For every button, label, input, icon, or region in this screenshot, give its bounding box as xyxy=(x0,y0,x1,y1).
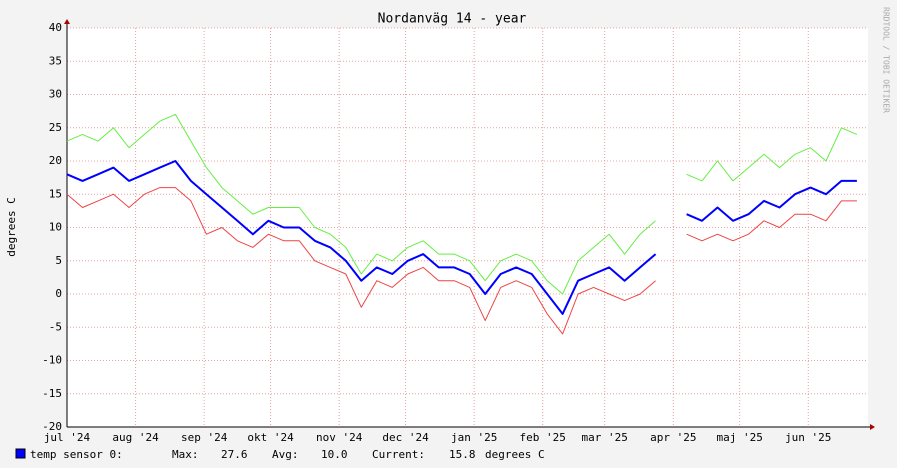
x-tick-label: maj '25 xyxy=(716,431,762,444)
chart-title: Nordanväg 14 - year xyxy=(378,12,527,27)
y-tick-label: 25 xyxy=(49,121,62,134)
y-tick-label: -5 xyxy=(49,320,62,333)
y-tick-label: 20 xyxy=(49,154,62,167)
legend-stat-value: 27.6 xyxy=(221,448,248,461)
watermark: RRDTOOL / TOBI OETIKER xyxy=(882,7,891,113)
y-tick-label: -15 xyxy=(42,387,62,400)
series-line xyxy=(66,160,857,315)
x-tick-label: apr '25 xyxy=(650,431,696,444)
x-tick-label: aug '24 xyxy=(112,431,159,444)
legend-stat-label: Avg: xyxy=(272,448,299,461)
legend-label: temp sensor 0: xyxy=(30,448,123,461)
y-tick-label: 5 xyxy=(55,254,62,267)
y-axis-label: degrees C xyxy=(5,197,18,257)
y-tick-label: 35 xyxy=(49,54,62,67)
x-tick-label: dec '24 xyxy=(382,431,429,444)
x-tick-label: feb '25 xyxy=(520,431,566,444)
x-tick-label: jan '25 xyxy=(451,431,497,444)
x-tick-label: sep '24 xyxy=(181,431,228,444)
y-tick-label: -20 xyxy=(42,420,62,433)
x-tick-label: jun '25 xyxy=(785,431,831,444)
legend-stat-label: Max: xyxy=(172,448,199,461)
series-line xyxy=(66,113,858,295)
legend-stat-value: 10.0 xyxy=(321,448,348,461)
series-line xyxy=(66,187,857,335)
x-tick-label: jul '24 xyxy=(44,431,91,444)
legend-stat-value: 15.8 xyxy=(449,448,476,461)
y-tick-label: 0 xyxy=(55,287,62,300)
axis-arrow xyxy=(64,19,70,24)
y-tick-label: 40 xyxy=(49,21,62,34)
y-tick-label: 30 xyxy=(49,88,62,101)
y-tick-label: -10 xyxy=(42,354,62,367)
legend-stat-label: Current: xyxy=(372,448,425,461)
legend-unit: degrees C xyxy=(485,448,545,461)
y-tick-label: 15 xyxy=(49,187,62,200)
axis-arrow xyxy=(870,424,875,430)
legend-swatch xyxy=(15,448,26,459)
x-tick-label: nov '24 xyxy=(316,431,363,444)
plot-area xyxy=(67,28,868,427)
x-tick-label: mar '25 xyxy=(582,431,628,444)
y-tick-label: 10 xyxy=(49,221,62,234)
x-tick-label: okt '24 xyxy=(247,431,294,444)
